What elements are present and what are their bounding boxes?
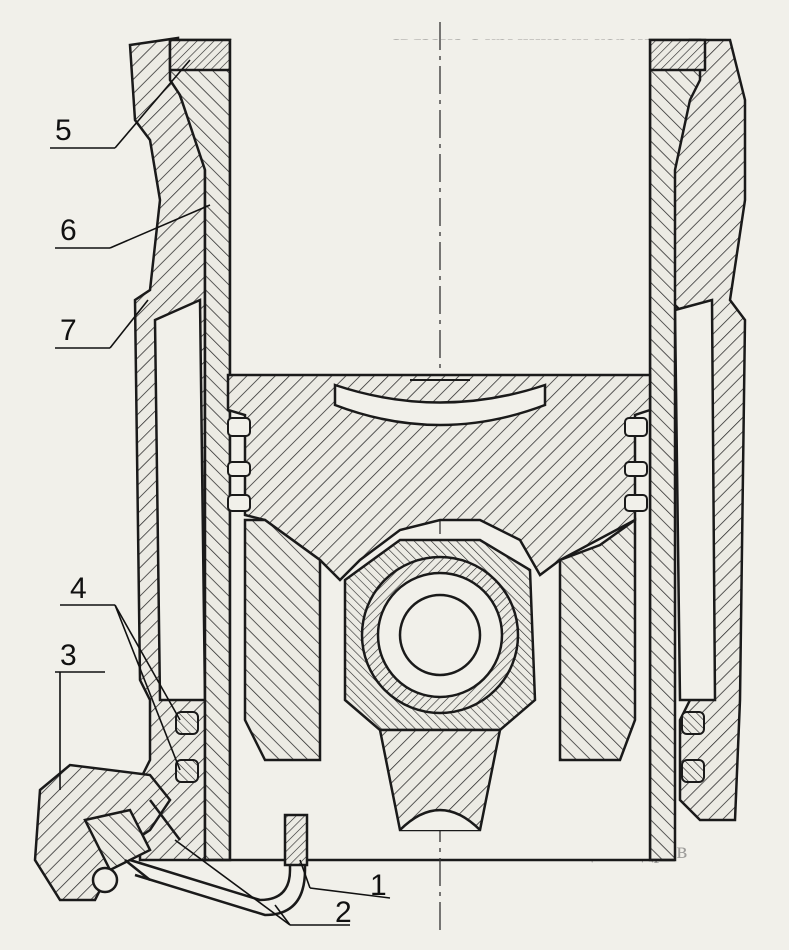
piston [226, 373, 652, 762]
callouts: 5 6 7 4 3 1 2 [55, 114, 387, 929]
nozzle-bracket-3 [33, 763, 181, 902]
callout-3: 3 [60, 639, 77, 672]
callout-6: 6 [60, 214, 77, 247]
connecting-rod [343, 538, 537, 832]
water-jacket [153, 298, 717, 702]
liner-seal-rings-4 [175, 711, 705, 783]
callout-1: 1 [370, 869, 387, 902]
callout-5: 5 [55, 114, 72, 147]
liner-collar-5 [168, 38, 707, 72]
callout-7: 7 [60, 314, 77, 347]
leader-lines [50, 59, 391, 926]
callout-4: 4 [70, 572, 87, 605]
callout-2: 2 [335, 896, 352, 929]
piston-rings [227, 417, 648, 512]
